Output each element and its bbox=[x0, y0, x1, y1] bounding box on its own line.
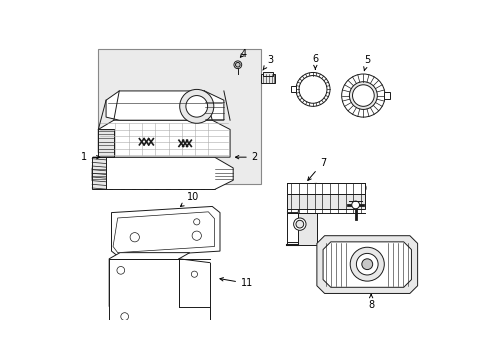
Bar bbox=[291, 86, 295, 93]
Circle shape bbox=[293, 218, 305, 230]
Bar bbox=[261, 74, 274, 83]
Polygon shape bbox=[111, 206, 220, 257]
Circle shape bbox=[295, 220, 303, 228]
Text: 6: 6 bbox=[312, 54, 318, 69]
Polygon shape bbox=[92, 157, 233, 189]
Text: 5: 5 bbox=[363, 55, 369, 71]
Circle shape bbox=[179, 89, 213, 123]
Circle shape bbox=[349, 82, 377, 109]
Circle shape bbox=[130, 233, 139, 242]
Polygon shape bbox=[323, 242, 410, 287]
Circle shape bbox=[349, 247, 384, 281]
Polygon shape bbox=[316, 236, 417, 293]
Polygon shape bbox=[92, 157, 106, 189]
Polygon shape bbox=[98, 120, 230, 157]
Circle shape bbox=[185, 95, 207, 117]
Circle shape bbox=[341, 74, 384, 117]
Bar bbox=[287, 194, 364, 209]
Bar bbox=[287, 213, 298, 245]
Circle shape bbox=[299, 76, 326, 103]
Circle shape bbox=[351, 201, 359, 209]
Text: 7: 7 bbox=[307, 158, 325, 180]
Bar bbox=[262, 72, 273, 76]
Polygon shape bbox=[109, 259, 209, 328]
Text: 10: 10 bbox=[180, 192, 199, 206]
Text: 11: 11 bbox=[220, 278, 253, 288]
Circle shape bbox=[121, 313, 128, 320]
Polygon shape bbox=[106, 91, 224, 120]
Polygon shape bbox=[109, 253, 189, 306]
Circle shape bbox=[356, 253, 377, 275]
Circle shape bbox=[235, 62, 240, 67]
Circle shape bbox=[192, 231, 201, 240]
Bar bbox=[287, 183, 364, 194]
Text: 2: 2 bbox=[235, 152, 258, 162]
Text: 8: 8 bbox=[367, 294, 373, 310]
Circle shape bbox=[361, 259, 372, 270]
Circle shape bbox=[191, 271, 197, 277]
Circle shape bbox=[352, 85, 373, 106]
Polygon shape bbox=[287, 183, 316, 213]
Text: 3: 3 bbox=[263, 55, 273, 70]
Circle shape bbox=[117, 266, 124, 274]
Bar bbox=[298, 213, 316, 245]
Polygon shape bbox=[113, 212, 214, 253]
Text: 9: 9 bbox=[359, 184, 366, 201]
Circle shape bbox=[193, 219, 200, 225]
Text: 1: 1 bbox=[81, 152, 100, 162]
Polygon shape bbox=[98, 130, 114, 157]
Bar bbox=[383, 93, 389, 99]
Circle shape bbox=[233, 61, 241, 69]
Circle shape bbox=[295, 72, 329, 106]
Text: 4: 4 bbox=[240, 49, 246, 59]
FancyBboxPatch shape bbox=[98, 49, 261, 184]
